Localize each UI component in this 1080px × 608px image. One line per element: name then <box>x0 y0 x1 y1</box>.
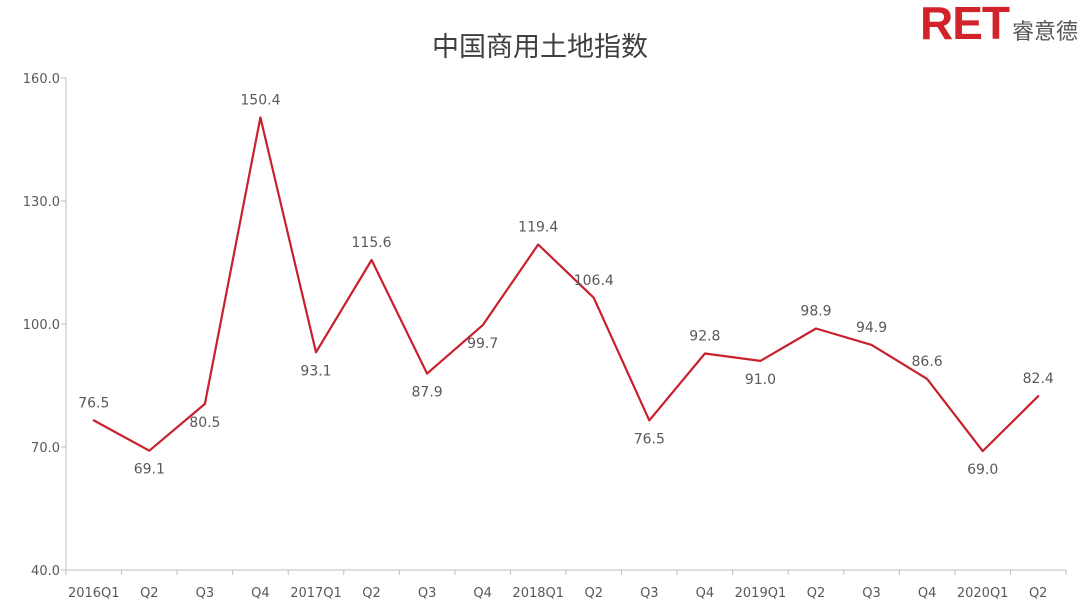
data-label: 119.4 <box>518 219 558 235</box>
data-label: 82.4 <box>1023 371 1054 387</box>
x-tick-label: Q4 <box>251 586 270 601</box>
series-line <box>92 116 1040 453</box>
data-label: 106.4 <box>574 273 614 289</box>
x-tick-label: Q3 <box>196 586 215 601</box>
brand-logo: RET 睿意德 <box>920 0 1078 46</box>
y-tick-label: 160.0 <box>23 72 60 87</box>
data-label: 76.5 <box>634 431 665 447</box>
data-labels-layer: 76.5 69.1 80.5 150.4 93.1 115.6 87.9 99.7 119.4 1… <box>78 92 1054 478</box>
x-tick-label: Q2 <box>585 586 604 601</box>
data-label: 99.7 <box>467 336 498 352</box>
y-tick-label: 130.0 <box>23 195 60 210</box>
data-label: 86.6 <box>912 354 943 370</box>
x-tick-label: Q2 <box>1029 586 1048 601</box>
x-tick-label: Q4 <box>696 586 715 601</box>
data-label: 76.5 <box>78 395 109 411</box>
x-tick-label: Q2 <box>140 586 159 601</box>
logo-mark: RET <box>919 0 1010 49</box>
x-tick-label: Q4 <box>918 586 937 601</box>
x-tick-label: Q2 <box>807 586 826 601</box>
data-label: 98.9 <box>800 304 831 320</box>
series-layer <box>92 116 1040 453</box>
data-label: 150.4 <box>240 92 280 108</box>
y-tick-label: 70.0 <box>31 441 60 456</box>
x-tick-label: 2019Q1 <box>735 586 787 601</box>
data-label: 69.1 <box>134 462 165 478</box>
x-tick-label: Q2 <box>362 586 381 601</box>
x-tick-label: Q3 <box>862 586 881 601</box>
logo-text: 睿意德 <box>1011 20 1078 45</box>
x-tick-label: 2020Q1 <box>957 586 1009 601</box>
x-tick-label: Q4 <box>473 586 492 601</box>
data-label: 80.5 <box>189 415 220 431</box>
data-label: 87.9 <box>412 385 443 401</box>
y-tick-label: 40.0 <box>31 564 60 579</box>
x-tick-label: Q3 <box>418 586 437 601</box>
data-label: 115.6 <box>352 235 392 251</box>
x-tick-label: 2018Q1 <box>512 586 564 601</box>
y-tick-label: 100.0 <box>23 318 60 333</box>
x-tick-label: 2017Q1 <box>290 586 342 601</box>
data-label: 93.1 <box>300 363 331 379</box>
x-tick-label: 2016Q1 <box>68 586 120 601</box>
x-tick-label: Q3 <box>640 586 659 601</box>
data-label: 91.0 <box>745 372 776 388</box>
chart-title: 中国商用土地指数 <box>432 32 648 63</box>
chart-axes: 40.0 70.0 100.0 130.0 160.0 2016Q1 Q2 Q3 Q4 2017Q… <box>23 72 1067 601</box>
data-label: 69.0 <box>967 462 998 478</box>
data-label: 92.8 <box>689 329 720 345</box>
data-label: 94.9 <box>856 320 887 336</box>
